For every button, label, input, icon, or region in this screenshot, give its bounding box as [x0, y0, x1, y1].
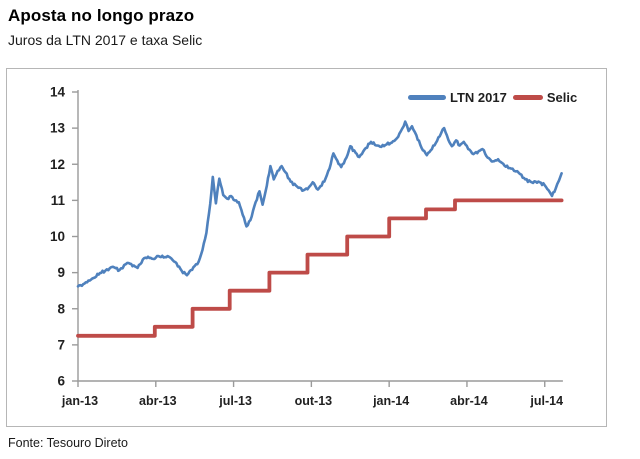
x-tick-label: jul-13: [218, 394, 252, 408]
ltn-2017-line: [76, 120, 563, 288]
y-tick-label: 13: [50, 121, 66, 136]
y-tick-label: 11: [51, 193, 66, 208]
legend-item-ltn-2017: LTN 2017: [408, 90, 507, 105]
legend-label-ltn-2017: LTN 2017: [450, 90, 507, 105]
chart-frame: [6, 68, 607, 427]
y-tick-label: 7: [57, 337, 65, 352]
selic-line: [76, 198, 564, 338]
x-tick-label: abr-14: [450, 394, 488, 408]
x-tick-label: abr-13: [139, 394, 177, 408]
x-tick-label: out-13: [295, 394, 333, 408]
y-tick-label: 8: [57, 301, 65, 316]
chart-legend: LTN 2017 Selic: [408, 90, 577, 105]
y-tick-label: 14: [50, 85, 66, 100]
y-tick-label: 9: [57, 265, 65, 280]
x-tick-label: jan-13: [61, 394, 98, 408]
x-tick-label: jan-14: [372, 394, 409, 408]
y-tick-label: 10: [50, 229, 65, 244]
selic-line-swatch: [512, 95, 543, 100]
x-tick-label: jul-14: [529, 394, 563, 408]
page-title: Aposta no longo prazo: [8, 6, 195, 25]
legend-label-selic: Selic: [546, 90, 578, 105]
chart-subtitle: Juros da LTN 2017 e taxa Selic: [8, 32, 203, 48]
source-note: Fonte: Tesouro Direto: [8, 436, 128, 450]
legend-item-selic: Selic: [512, 90, 578, 105]
y-tick-label: 6: [57, 374, 65, 389]
ltn-2017-line-swatch: [408, 95, 446, 100]
y-tick-label: 12: [50, 157, 65, 172]
